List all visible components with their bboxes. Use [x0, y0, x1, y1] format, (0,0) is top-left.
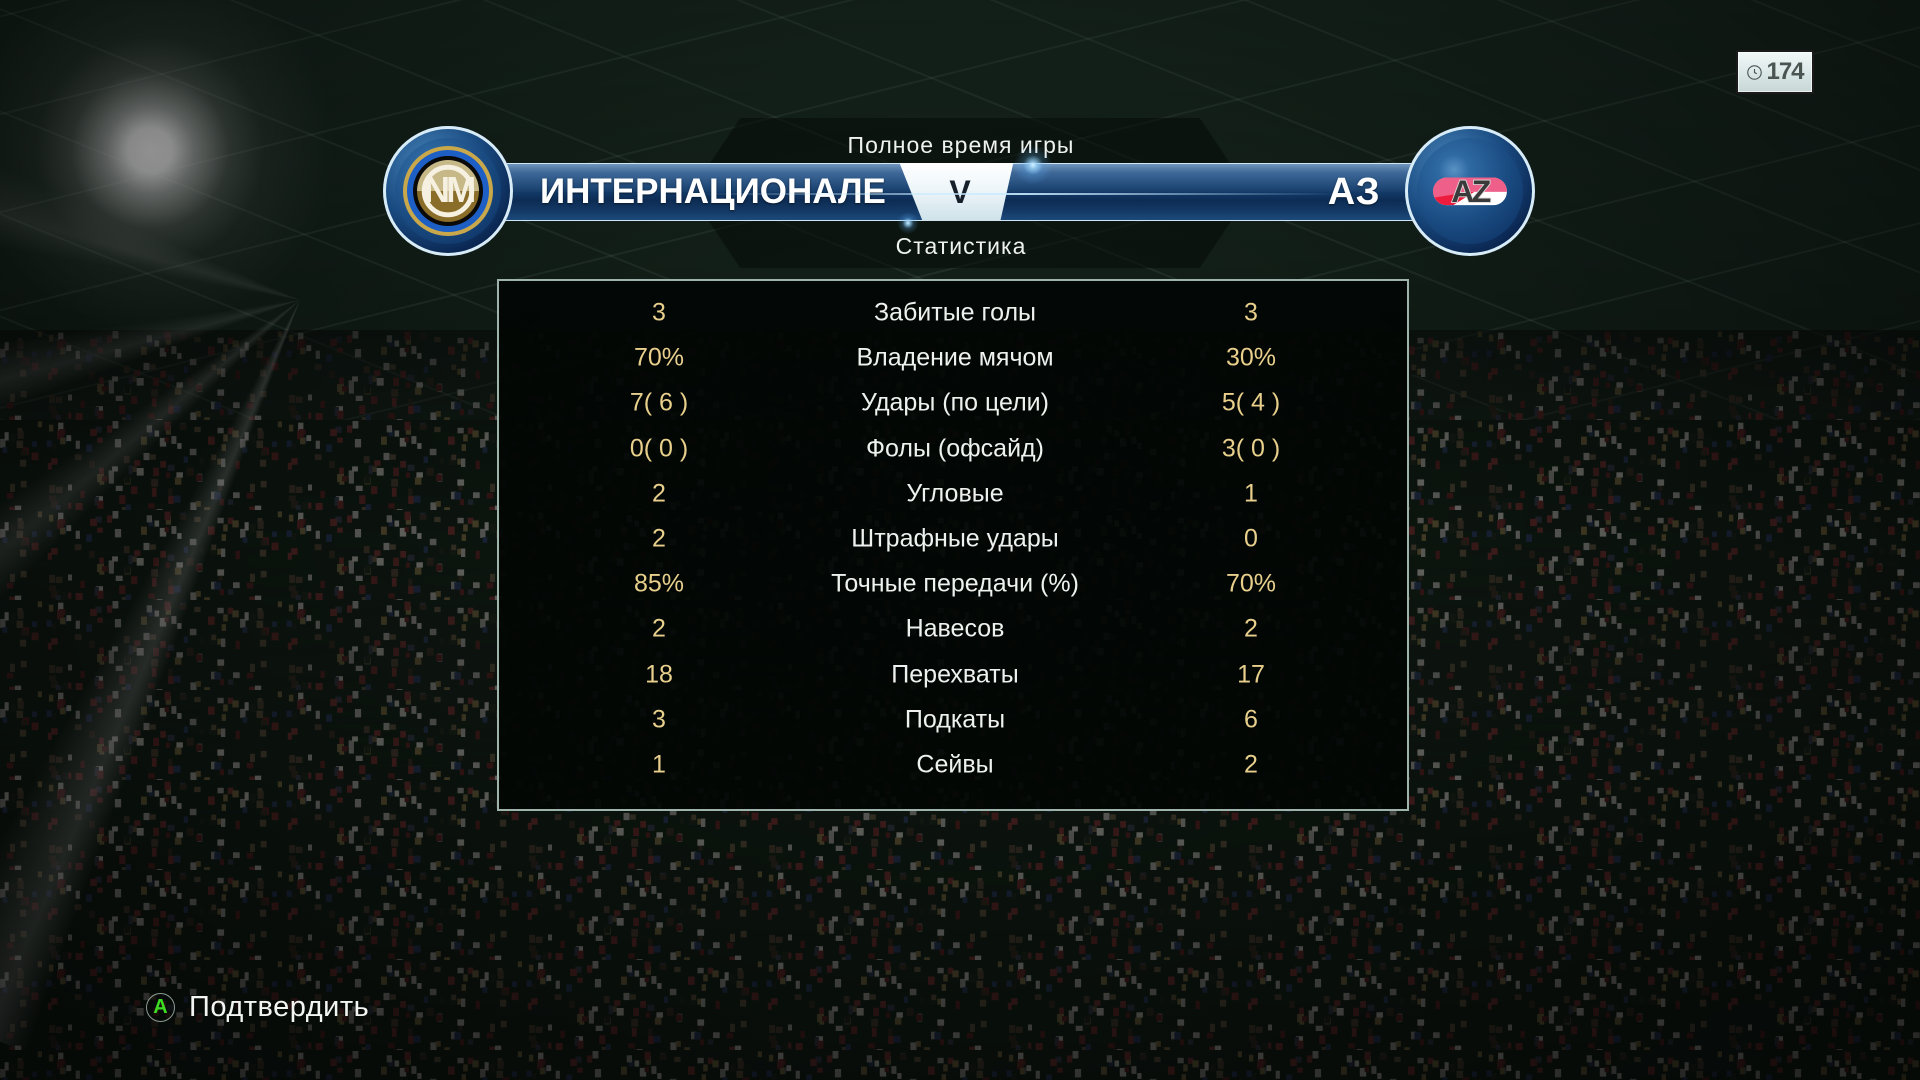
svg-text:AZ: AZ: [1451, 173, 1491, 209]
svg-text:NM: NM: [424, 169, 474, 210]
